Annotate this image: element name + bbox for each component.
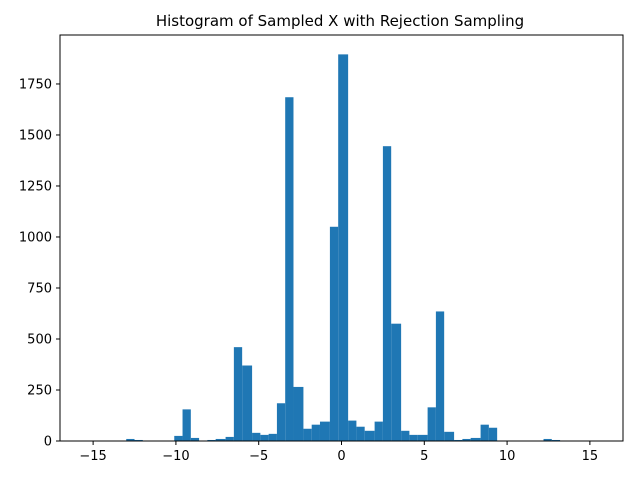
histogram-bar-27 xyxy=(401,430,410,441)
x-tick-label: 0 xyxy=(337,449,345,464)
histogram-bar-34 xyxy=(462,438,471,441)
histogram-bar-35 xyxy=(470,437,481,441)
y-tick-label: 1000 xyxy=(19,230,52,245)
histogram-bar-5 xyxy=(207,439,216,441)
y-tick-label: 1500 xyxy=(19,128,52,143)
x-tick-label: −10 xyxy=(162,449,189,464)
histogram-bar-13 xyxy=(276,403,286,441)
histogram-bar-1 xyxy=(134,439,143,441)
histogram-bar-33 xyxy=(454,439,463,441)
y-tick-label: 250 xyxy=(27,383,52,398)
histogram-bar-21 xyxy=(348,420,357,441)
bars-layer xyxy=(126,54,561,441)
histogram-bar-10 xyxy=(252,432,261,441)
x-tick-label: 5 xyxy=(420,449,428,464)
y-tick-label: 0 xyxy=(44,435,52,450)
y-tick-label: 1250 xyxy=(19,179,52,194)
histogram-bar-22 xyxy=(356,426,365,441)
y-tick-label: 750 xyxy=(27,281,52,296)
y-tick-label: 500 xyxy=(27,332,52,347)
histogram-bar-25 xyxy=(382,146,392,441)
histogram-bar-3 xyxy=(182,409,191,441)
histogram-bar-2 xyxy=(174,435,183,441)
histogram-bar-20 xyxy=(338,54,349,441)
histogram-bar-9 xyxy=(242,365,253,441)
histogram-bar-18 xyxy=(319,421,330,441)
histogram-bar-28 xyxy=(409,434,418,441)
x-tick-label: 15 xyxy=(582,449,599,464)
histogram-bar-26 xyxy=(391,323,402,441)
histogram-bar-39 xyxy=(551,439,561,441)
histogram-bar-38 xyxy=(543,438,552,441)
x-tick-label: 10 xyxy=(499,449,516,464)
histogram-bar-17 xyxy=(311,424,320,441)
histogram-bar-16 xyxy=(303,428,312,441)
histogram-bar-12 xyxy=(268,433,277,441)
x-tick-label: −15 xyxy=(79,449,106,464)
histogram-bar-8 xyxy=(233,347,243,441)
axes-layer: −15 −10 −5 0 5 10 15 0 250 500 750 1000 1250 1500 1750 xyxy=(19,34,624,464)
histogram-bar-6 xyxy=(215,438,226,441)
histogram-bar-29 xyxy=(417,434,428,441)
histogram-bar-0 xyxy=(126,438,135,441)
histogram-bar-15 xyxy=(293,386,304,441)
histogram-bar-37 xyxy=(488,427,498,441)
histogram-bar-32 xyxy=(444,431,455,441)
chart-title: Histogram of Sampled X with Rejection Sa… xyxy=(156,12,524,30)
y-tick-label: 1750 xyxy=(19,77,52,92)
histogram-bar-14 xyxy=(285,97,294,441)
histogram-bar-36 xyxy=(480,424,489,441)
histogram-bar-19 xyxy=(329,226,339,441)
histogram-bar-30 xyxy=(427,407,436,441)
histogram-bar-11 xyxy=(260,434,269,441)
histogram-bar-31 xyxy=(435,311,445,441)
x-tick-label: −5 xyxy=(249,449,268,464)
histogram-bar-24 xyxy=(374,421,383,441)
histogram-bar-7 xyxy=(225,436,234,441)
histogram-bar-4 xyxy=(190,437,200,441)
histogram-bar-23 xyxy=(364,430,375,441)
